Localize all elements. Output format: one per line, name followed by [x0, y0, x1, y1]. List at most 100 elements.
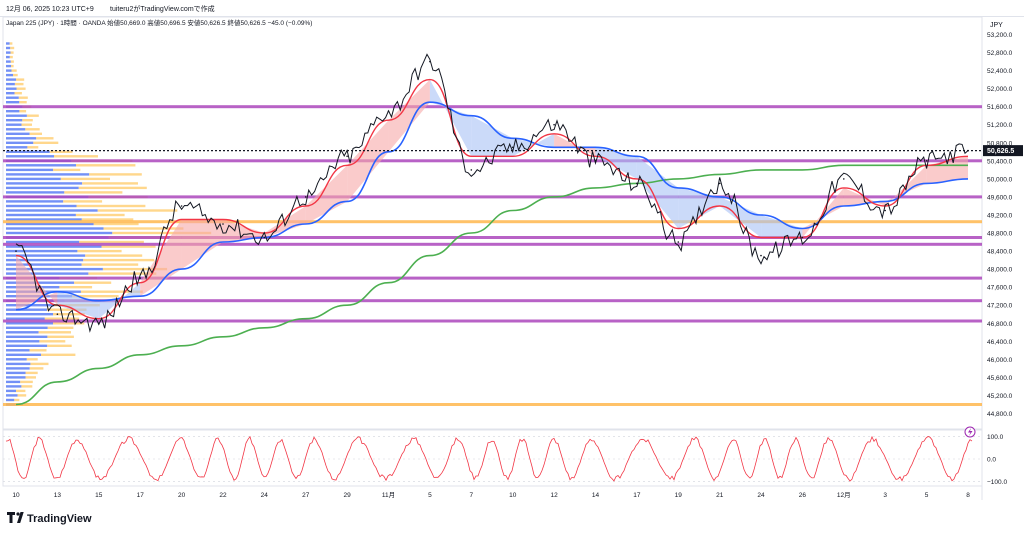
volume-profile-bar [83, 258, 155, 262]
price-tick-label: 51,600.0 [987, 104, 1013, 111]
volume-profile-bar [6, 326, 48, 329]
price-tick-label: 48,400.0 [987, 249, 1013, 256]
lightning-icon[interactable] [964, 426, 976, 438]
level-line-4 [3, 236, 982, 239]
price-tick-label: 50,800.0 [987, 140, 1013, 147]
volume-profile-bar [6, 155, 54, 158]
price-tick-label: 52,400.0 [987, 68, 1013, 75]
osc-tick-label: 0.0 [987, 457, 996, 464]
volume-profile-bar [6, 146, 28, 149]
volume-profile-bar [6, 267, 103, 271]
price-tick-label: 44,800.0 [987, 411, 1013, 418]
level-line-2 [3, 195, 982, 199]
price-point [263, 236, 266, 239]
symbol-line: Japan 225 (JPY) · 1時間 · OANDA 始値50,669.0… [6, 18, 312, 27]
price-tick-label: 46,400.0 [987, 339, 1013, 346]
price-tick-label: 50,400.0 [987, 158, 1013, 165]
price-tick-label: 48,800.0 [987, 231, 1013, 238]
tradingview-logo[interactable]: TradingView [7, 512, 92, 525]
volume-profile-bar [6, 64, 11, 68]
volume-profile-bar [6, 168, 54, 172]
volume-profile-bar [74, 281, 112, 284]
time-tick-label: 3 [883, 492, 887, 499]
oscillator-axis: 100.0 0.0 −100.0 [987, 434, 1007, 486]
price-point [304, 196, 307, 198]
last-price-tag [983, 145, 1023, 157]
volume-profile-bar [6, 123, 22, 126]
volume-profile-bar [6, 182, 83, 185]
volume-profile-bar [78, 186, 147, 190]
price-point [470, 169, 473, 171]
volume-profile-bar [25, 371, 38, 375]
volume-profile-bar [6, 177, 61, 181]
price-tick-label: 48,000.0 [987, 267, 1013, 274]
volume-profile-bar [13, 73, 18, 77]
volume-profile-bar [6, 78, 16, 81]
volume-profile-bar [6, 380, 21, 384]
volume-profile-bar [76, 204, 146, 208]
volume-profile-bar [6, 209, 98, 212]
volume-profile-bar [47, 308, 87, 311]
price-tick-label: 45,600.0 [987, 375, 1013, 382]
level-line-8 [3, 319, 982, 323]
volume-profile-bar [6, 258, 84, 262]
volume-profile-bar [53, 168, 81, 172]
price-point [594, 160, 597, 162]
ma-cloud-segment [636, 156, 679, 229]
price-point [429, 60, 431, 63]
price-point [222, 223, 224, 225]
volume-profile-bar [47, 344, 72, 347]
volume-profile-bar [6, 128, 26, 131]
level-line-7 [3, 299, 982, 303]
currency-label: JPY [990, 22, 1003, 29]
price-tick-label: 53,200.0 [987, 32, 1013, 39]
fast-ma-line [15, 78, 969, 320]
volume-profile-bar [6, 46, 11, 50]
volume-profile-bar [103, 227, 184, 230]
price-line [15, 53, 969, 333]
time-tick-label: 17 [137, 492, 145, 499]
volume-profile-bar [6, 249, 78, 253]
volume-profile-bar [6, 73, 13, 77]
volume-profile-bar [76, 164, 136, 167]
price-point [801, 236, 804, 239]
ma-cloud-segment [926, 156, 968, 184]
volume-profile-bar [6, 213, 76, 217]
volume-profile-bar [10, 46, 15, 50]
price-tick-label: 52,800.0 [987, 50, 1013, 57]
time-tick-label: 5 [428, 492, 432, 499]
oscillator [3, 435, 982, 483]
volume-profile-bar [53, 322, 85, 325]
volume-profile-bar [6, 42, 10, 45]
volume-profile-bar [16, 78, 25, 81]
volume-profile-bar [19, 101, 27, 104]
price-point [843, 178, 845, 180]
ma-cloud-segment [16, 255, 58, 310]
price-point [718, 182, 721, 185]
volume-profile-bar [6, 55, 10, 59]
volume-profile-bar [6, 218, 82, 221]
volume-profile-bar [11, 64, 14, 68]
ma-lines [15, 78, 969, 406]
ma-cloud-segment [388, 79, 430, 152]
volume-profile-bar [19, 110, 27, 113]
volume-profile-bar [33, 141, 59, 144]
volume-profile-bar [16, 87, 26, 90]
time-tick-label: 7 [469, 492, 473, 499]
time-tick-label: 5 [925, 492, 929, 499]
volume-profile-bar [80, 290, 143, 293]
volume-profile-bar [10, 60, 14, 63]
time-tick-label: 26 [799, 492, 807, 499]
volume-profile-bar [21, 123, 32, 126]
level-line-9 [3, 403, 982, 406]
volume-profile-bar [59, 286, 93, 289]
volume-profile-bar [9, 42, 13, 45]
volume-profile-bar [17, 394, 27, 397]
volume-profile-bar [6, 281, 75, 284]
osc-pane-border [2, 429, 983, 487]
volume-profile-bar [6, 322, 53, 325]
volume-profile-bar [26, 358, 38, 361]
volume-profile-bar [6, 254, 86, 257]
volume-profile-bar [6, 132, 30, 135]
